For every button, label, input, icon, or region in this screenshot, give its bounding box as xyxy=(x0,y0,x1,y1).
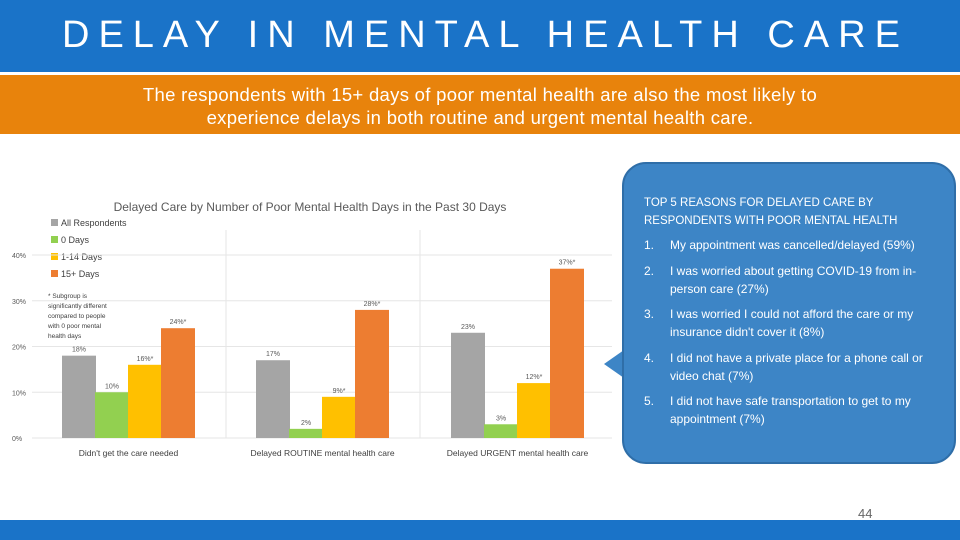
list-item-number: 3. xyxy=(644,307,655,321)
footnote-line: * Subgroup is xyxy=(48,293,88,300)
bar-value-label: 24%* xyxy=(170,319,187,326)
legend-label: 0 Days xyxy=(61,235,90,245)
list-item-number: 4. xyxy=(644,350,655,365)
bar-value-label: 18% xyxy=(72,347,86,354)
footnote-line: compared to people xyxy=(48,313,106,320)
bar xyxy=(256,360,290,438)
list-item: 1. My appointment was cancelled/delayed (… xyxy=(644,236,940,254)
bar-value-label: 12%* xyxy=(526,374,543,381)
list-item: 2. I was worried about getting COVID-19 f… xyxy=(644,262,940,298)
divider xyxy=(0,72,960,75)
list-item-text: My appointment was cancelled/delayed (59… xyxy=(670,238,915,252)
list-item: 4. I did not have a private place for a p… xyxy=(644,349,940,385)
bar-value-label: 17% xyxy=(266,351,280,358)
reasons-callout: TOP 5 REASONS FOR DELAYED CARE BY RESPON… xyxy=(622,162,956,464)
bar xyxy=(289,428,323,438)
subtitle-bar xyxy=(0,75,960,134)
footnote-line: health days xyxy=(48,333,82,340)
x-tick-label: Delayed ROUTINE mental health care xyxy=(250,448,394,458)
footnote-line: significantly different xyxy=(48,303,107,310)
bar-value-label: 2% xyxy=(301,420,311,427)
y-tick-label: 0% xyxy=(12,436,22,443)
callout-heading: TOP 5 REASONS FOR DELAYED CARE BY RESPON… xyxy=(644,197,898,227)
x-tick-label: Didn't get the care needed xyxy=(79,448,179,458)
page-subtitle: The respondents with 15+ days of poor me… xyxy=(142,84,818,128)
bar xyxy=(95,392,129,438)
legend-swatch xyxy=(51,219,58,226)
page-title: DELAY IN MENTAL HEALTH CARE xyxy=(62,14,909,56)
list-item: 3. I was worried I could not afford the c… xyxy=(644,305,940,341)
delayed-care-bar-chart: Delayed Care by Number of Poor Mental He… xyxy=(12,200,612,458)
bar xyxy=(484,424,518,438)
list-item-text: I did not have safe transportation to ge… xyxy=(670,394,911,426)
header-bar xyxy=(0,0,960,72)
y-tick-label: 20% xyxy=(12,345,26,352)
callout-pointer xyxy=(604,350,624,378)
bar xyxy=(355,309,389,438)
chart-bar-labels: 18% 10% 16%* 24%* 17% 2% 9%* 28%* 23% 3% 12%* 37%* xyxy=(72,260,576,427)
y-axis-ticks: 0% 10% 20% 30% 40% xyxy=(12,253,26,443)
reasons-list: 1. My appointment was cancelled/delayed (… xyxy=(644,236,940,436)
legend-label: All Respondents xyxy=(61,218,127,228)
list-item-number: 1. xyxy=(644,238,655,252)
bar xyxy=(62,355,96,438)
list-item-text: I was worried I could not afford the car… xyxy=(670,307,914,339)
chart-bars xyxy=(62,268,584,438)
y-tick-label: 10% xyxy=(12,390,26,397)
legend-swatch xyxy=(51,253,58,260)
footnote-line: with 0 poor mental xyxy=(47,323,102,330)
bar-value-label: 28%* xyxy=(364,301,381,308)
bar-value-label: 3% xyxy=(496,415,506,422)
y-tick-label: 40% xyxy=(12,253,26,260)
legend-swatch xyxy=(51,236,58,243)
list-item-number: 2. xyxy=(644,263,655,278)
bar xyxy=(517,383,551,438)
y-tick-label: 30% xyxy=(12,299,26,306)
x-tick-label: Delayed URGENT mental health care xyxy=(447,448,589,458)
bar xyxy=(550,268,584,438)
list-item: 5. I did not have safe transportation to … xyxy=(644,392,940,428)
list-item-number: 5. xyxy=(644,394,655,408)
bar-value-label: 9%* xyxy=(333,388,346,395)
bar xyxy=(322,396,356,438)
legend-label: 15+ Days xyxy=(61,269,100,279)
page-number: 44 xyxy=(858,506,873,521)
list-item-text: I did not have a private place for a pho… xyxy=(670,350,923,383)
chart-legend: All Respondents 0 Days 1-14 Days 15+ Days xyxy=(51,218,127,279)
bar-value-label: 10% xyxy=(105,383,119,390)
footer-bar xyxy=(0,520,960,540)
bar xyxy=(161,328,195,438)
bar-value-label: 16%* xyxy=(137,356,154,363)
list-item-text: I was worried about getting COVID-19 fro… xyxy=(670,263,917,296)
bar xyxy=(451,332,485,438)
x-axis-labels: Didn't get the care needed Delayed ROUTIN… xyxy=(79,448,589,458)
bar-value-label: 37%* xyxy=(559,260,576,267)
chart-title: Delayed Care by Number of Poor Mental He… xyxy=(114,200,507,214)
bar xyxy=(128,364,162,438)
bar-value-label: 23% xyxy=(461,324,475,331)
chart-footnote: * Subgroup is significantly different comp… xyxy=(47,293,107,340)
legend-label: 1-14 Days xyxy=(61,252,103,262)
legend-swatch xyxy=(51,270,58,277)
